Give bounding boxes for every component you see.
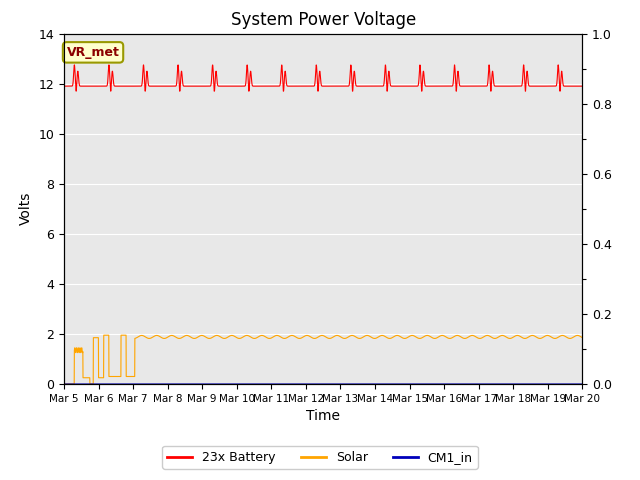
23x Battery [259, 84, 267, 89]
Solar [100, 332, 108, 338]
Line: 23x Battery: 23x Battery [64, 65, 582, 91]
Text: VR_met: VR_met [67, 46, 120, 59]
Solar [259, 333, 267, 338]
Solar [282, 336, 289, 341]
Title: System Power Voltage: System Power Voltage [230, 11, 416, 29]
CM1_in [259, 381, 267, 387]
CM1_in [568, 381, 576, 387]
23x Battery [70, 62, 78, 68]
Solar [150, 334, 158, 339]
23x Battery [72, 88, 80, 94]
23x Battery [120, 84, 127, 89]
Solar [60, 381, 68, 387]
Legend: 23x Battery, Solar, CM1_in: 23x Battery, Solar, CM1_in [163, 446, 477, 469]
CM1_in [513, 381, 520, 387]
Solar [120, 332, 127, 338]
23x Battery [282, 71, 289, 76]
CM1_in [579, 381, 586, 387]
23x Battery [150, 84, 158, 89]
Solar [568, 335, 576, 341]
X-axis label: Time: Time [306, 409, 340, 423]
Line: Solar: Solar [64, 335, 582, 384]
Y-axis label: Volts: Volts [19, 192, 33, 226]
23x Battery [60, 84, 68, 89]
CM1_in [150, 381, 157, 387]
23x Battery [569, 84, 577, 89]
CM1_in [119, 381, 127, 387]
CM1_in [282, 381, 289, 387]
Solar [579, 335, 586, 340]
23x Battery [579, 84, 586, 89]
23x Battery [513, 84, 520, 89]
CM1_in [60, 381, 68, 387]
Solar [513, 333, 520, 338]
